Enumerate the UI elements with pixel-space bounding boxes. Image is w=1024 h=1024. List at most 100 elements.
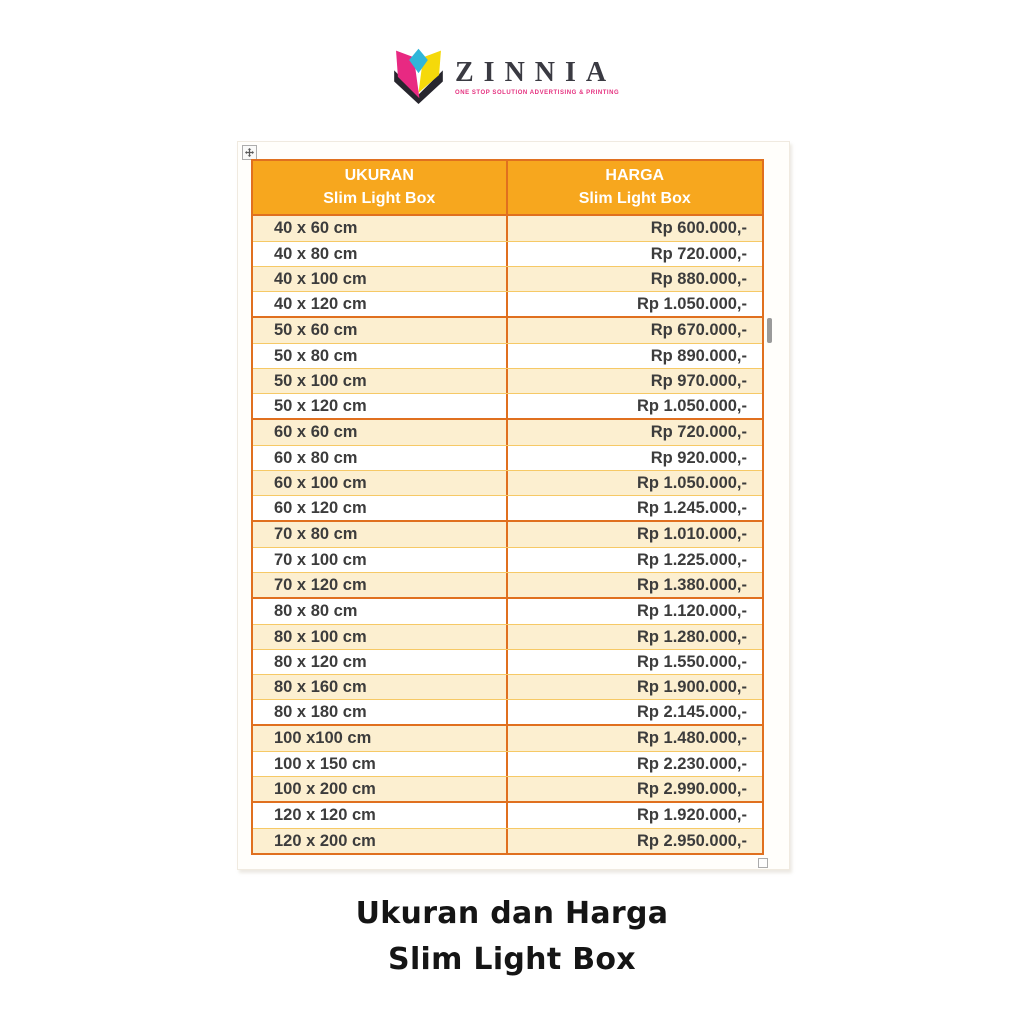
price-cell: Rp 670.000,- [650, 321, 747, 339]
price-table: UKURAN Slim Light Box HARGA Slim Light B… [251, 159, 764, 855]
price-cell: Rp 2.990.000,- [636, 779, 747, 798]
size-cell: 80 x 160 cm [253, 675, 508, 699]
document-page: UKURAN Slim Light Box HARGA Slim Light B… [237, 141, 790, 870]
table-row: 80 x 80 cm Rp 1.120.000,- [253, 599, 762, 624]
price-cell: Rp 1.050.000,- [636, 294, 747, 313]
table-row: 40 x 120 cm Rp 1.050.000,- [253, 291, 762, 316]
ukuran-title: UKURAN [344, 167, 414, 184]
table-row: 100 x 200 cm Rp 2.990.000,- [253, 776, 762, 801]
table-row: 80 x 180 cm Rp 2.145.000,- [253, 699, 762, 724]
caption-line1: Ukuran dan Harga [355, 896, 669, 931]
table-row: 60 x 100 cm Rp 1.050.000,- [253, 470, 762, 495]
size-cell: 60 x 80 cm [253, 446, 508, 470]
size-cell: 80 x 120 cm [253, 650, 508, 674]
table-row: 50 x 60 cm Rp 670.000,- [253, 318, 762, 343]
price-cell: Rp 1.120.000,- [636, 602, 747, 620]
harga-title: HARGA [605, 167, 665, 184]
price-cell: Rp 1.380.000,- [636, 575, 747, 594]
size-cell: 100 x 150 cm [253, 752, 508, 776]
table-row: 120 x 200 cm Rp 2.950.000,- [253, 828, 762, 853]
price-cell: Rp 1.010.000,- [636, 525, 747, 543]
table-move-handle-icon[interactable] [242, 145, 257, 160]
price-cell: Rp 1.245.000,- [636, 498, 747, 517]
size-cell: 50 x 80 cm [253, 344, 508, 368]
caption-line2: Slim Light Box [388, 942, 636, 977]
price-cell: Rp 970.000,- [650, 371, 747, 390]
price-cell: Rp 1.920.000,- [636, 806, 747, 824]
table-row: 70 x 100 cm Rp 1.225.000,- [253, 547, 762, 572]
price-cell: Rp 720.000,- [650, 423, 747, 441]
size-cell: 100 x100 cm [253, 726, 508, 751]
size-cell: 50 x 60 cm [253, 318, 508, 343]
scrollbar-thumb[interactable] [767, 318, 772, 343]
table-header-row: UKURAN Slim Light Box HARGA Slim Light B… [253, 161, 762, 216]
table-row: 100 x 150 cm Rp 2.230.000,- [253, 751, 762, 776]
price-cell: Rp 1.050.000,- [636, 396, 747, 415]
size-cell: 80 x 180 cm [253, 700, 508, 724]
size-cell: 60 x 60 cm [253, 420, 508, 445]
column-header-harga: HARGA Slim Light Box [508, 161, 763, 214]
size-group: 70 x 80 cm Rp 1.010.000,- 70 x 100 cm Rp 1.… [253, 520, 762, 597]
size-cell: 70 x 100 cm [253, 548, 508, 572]
price-cell: Rp 920.000,- [650, 448, 747, 467]
price-cell: Rp 600.000,- [650, 219, 747, 237]
size-cell: 80 x 100 cm [253, 625, 508, 649]
price-cell: Rp 1.280.000,- [636, 627, 747, 646]
size-cell: 40 x 60 cm [253, 216, 508, 241]
price-cell: Rp 1.550.000,- [636, 652, 747, 671]
caption: Ukuran dan Harga Slim Light Box [0, 891, 1024, 983]
size-cell: 40 x 100 cm [253, 267, 508, 291]
size-group: 80 x 80 cm Rp 1.120.000,- 80 x 100 cm Rp 1.… [253, 597, 762, 724]
price-cell: Rp 1.050.000,- [636, 473, 747, 492]
size-cell: 70 x 120 cm [253, 573, 508, 597]
table-row: 120 x 120 cm Rp 1.920.000,- [253, 803, 762, 828]
table-row: 50 x 80 cm Rp 890.000,- [253, 343, 762, 368]
brand-name: ZINNIA [455, 57, 617, 88]
table-row: 60 x 120 cm Rp 1.245.000,- [253, 495, 762, 520]
size-cell: 80 x 80 cm [253, 599, 508, 624]
price-cell: Rp 1.900.000,- [636, 677, 747, 696]
column-header-ukuran: UKURAN Slim Light Box [253, 161, 508, 214]
size-cell: 60 x 120 cm [253, 496, 508, 520]
table-row: 100 x100 cm Rp 1.480.000,- [253, 726, 762, 751]
table-row: 60 x 60 cm Rp 720.000,- [253, 420, 762, 445]
table-row: 80 x 120 cm Rp 1.550.000,- [253, 649, 762, 674]
price-cell: Rp 2.950.000,- [636, 831, 747, 850]
zinnia-flower-icon [390, 46, 447, 104]
size-group: 120 x 120 cm Rp 1.920.000,- 120 x 200 cm Rp… [253, 801, 762, 853]
table-row: 80 x 160 cm Rp 1.900.000,- [253, 674, 762, 699]
size-cell: 50 x 100 cm [253, 369, 508, 393]
price-cell: Rp 720.000,- [650, 244, 747, 263]
size-cell: 120 x 200 cm [253, 829, 508, 853]
size-cell: 60 x 100 cm [253, 471, 508, 495]
size-cell: 40 x 120 cm [253, 292, 508, 316]
table-body: 40 x 60 cm Rp 600.000,- 40 x 80 cm Rp 720.0… [253, 216, 762, 853]
size-cell: 100 x 200 cm [253, 777, 508, 801]
table-row: 70 x 120 cm Rp 1.380.000,- [253, 572, 762, 597]
price-cell: Rp 1.225.000,- [636, 550, 747, 569]
size-cell: 50 x 120 cm [253, 394, 508, 418]
brand-tagline: ONE STOP SOLUTION ADVERTISING & PRINTING [455, 90, 620, 96]
size-cell: 40 x 80 cm [253, 242, 508, 266]
size-group: 100 x100 cm Rp 1.480.000,- 100 x 150 cm Rp … [253, 724, 762, 801]
logo-cyan-diamond [409, 48, 428, 74]
table-row: 60 x 80 cm Rp 920.000,- [253, 445, 762, 470]
price-cell: Rp 1.480.000,- [636, 729, 747, 747]
size-group: 40 x 60 cm Rp 600.000,- 40 x 80 cm Rp 720.0… [253, 216, 762, 316]
price-cell: Rp 2.230.000,- [636, 754, 747, 773]
price-cell: Rp 2.145.000,- [636, 702, 747, 721]
table-row: 50 x 100 cm Rp 970.000,- [253, 368, 762, 393]
size-group: 50 x 60 cm Rp 670.000,- 50 x 80 cm Rp 890.0… [253, 316, 762, 418]
brand-logo: ZINNIA ONE STOP SOLUTION ADVERTISING & P… [390, 46, 619, 104]
table-row: 80 x 100 cm Rp 1.280.000,- [253, 624, 762, 649]
table-row: 40 x 80 cm Rp 720.000,- [253, 241, 762, 266]
size-cell: 120 x 120 cm [253, 803, 508, 828]
table-row: 40 x 100 cm Rp 880.000,- [253, 266, 762, 291]
table-resize-handle[interactable] [758, 858, 768, 868]
table-row: 40 x 60 cm Rp 600.000,- [253, 216, 762, 241]
price-cell: Rp 880.000,- [650, 269, 747, 288]
harga-subtitle: Slim Light Box [578, 190, 691, 207]
price-cell: Rp 890.000,- [650, 346, 747, 365]
size-group: 60 x 60 cm Rp 720.000,- 60 x 80 cm Rp 920.0… [253, 418, 762, 520]
